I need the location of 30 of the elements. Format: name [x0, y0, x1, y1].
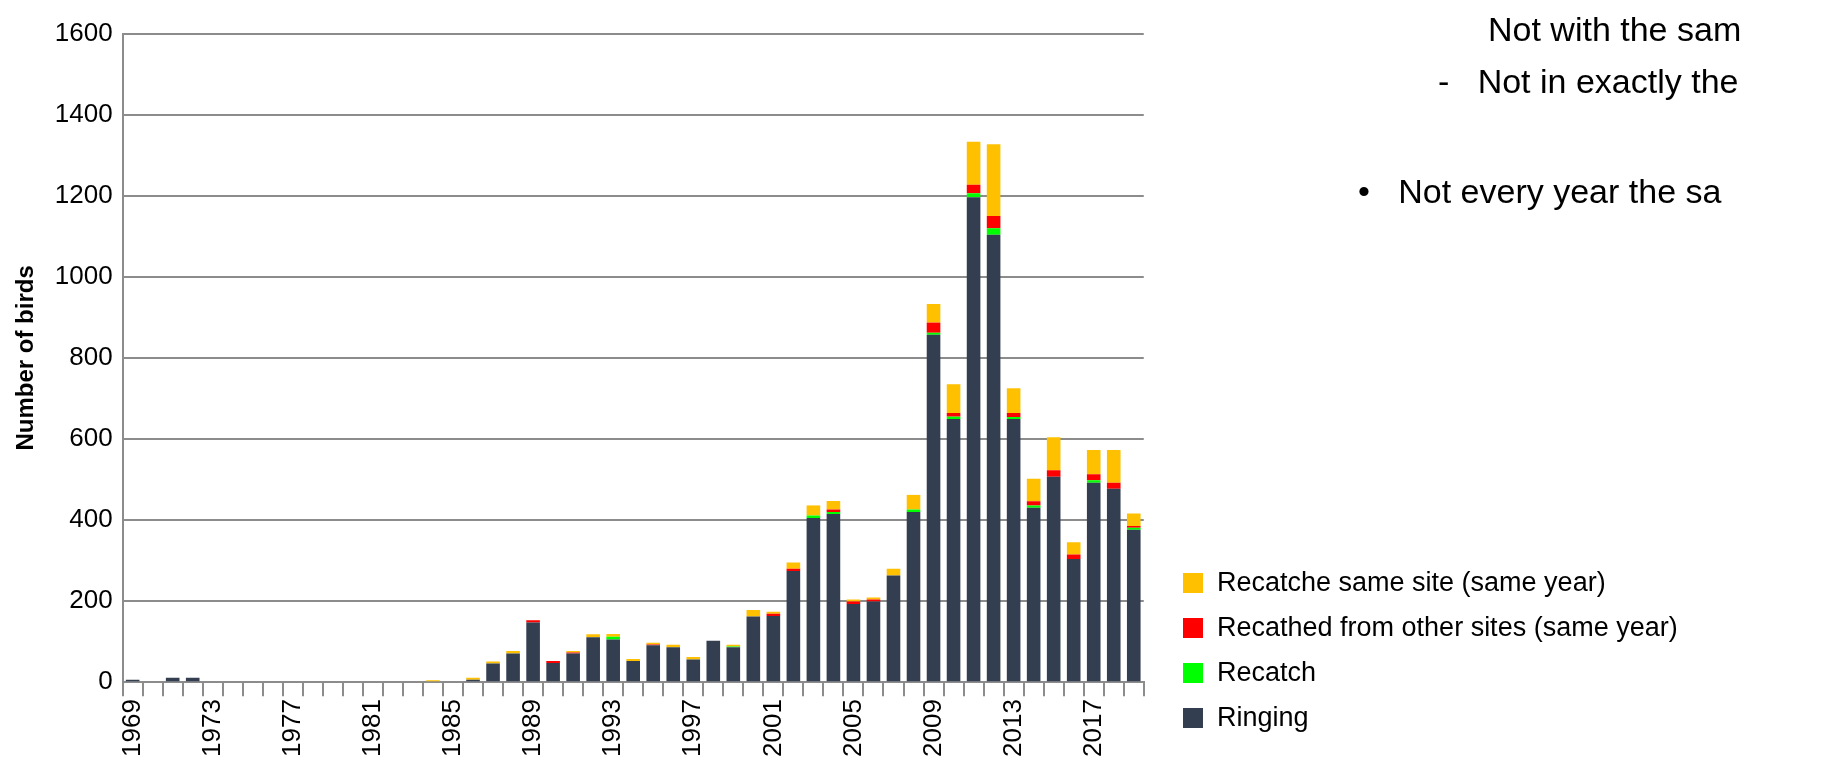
legend-label: Ringing	[1217, 701, 1309, 734]
y-tick-label: 1200	[54, 178, 113, 209]
x-tick-label: 1989	[516, 699, 547, 757]
y-tick-label: 0	[98, 665, 113, 696]
text: - Not in exactly the	[1438, 62, 1739, 101]
legend-label: Recatche same site (same year)	[1217, 566, 1606, 599]
y-tick-label: 200	[69, 584, 113, 615]
legend-label: Recatch	[1217, 656, 1317, 689]
text: Not with the sam	[1488, 10, 1742, 49]
x-tick-label: 2017	[1076, 699, 1107, 757]
y-tick-label: 1400	[54, 97, 113, 128]
legend-label: Recathed from other sites (same year)	[1217, 611, 1678, 644]
y-tick-label: 600	[69, 422, 113, 453]
x-tick-label: 1977	[276, 699, 306, 757]
x-tick-label: 1973	[195, 699, 226, 757]
y-tick-label: 1600	[54, 16, 113, 47]
x-tick-label: 2009	[916, 699, 947, 757]
x-tick-label: 2005	[836, 699, 867, 757]
y-tick-label: 400	[69, 503, 113, 534]
x-tick-label: 1993	[596, 699, 627, 757]
y-tick-label: 1000	[54, 259, 113, 290]
x-tick-label: 1981	[356, 699, 387, 757]
x-tick-label: 1985	[436, 699, 467, 757]
x-tick-label: 2013	[996, 699, 1027, 757]
text: • Not every year the sa	[1358, 172, 1722, 211]
x-tick-label: 1997	[676, 699, 707, 757]
x-tick-label: 2001	[756, 699, 787, 757]
y-tick-label: 800	[69, 341, 113, 372]
y-axis-title: Number of birds	[11, 265, 39, 451]
x-tick-label: 1969	[115, 699, 146, 757]
